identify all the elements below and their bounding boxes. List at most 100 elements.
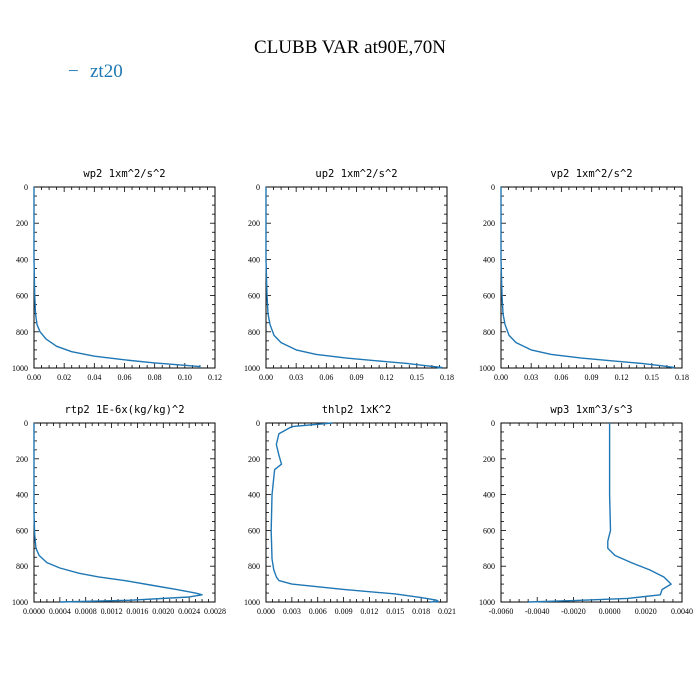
y-tick-label: 800 <box>248 562 260 571</box>
series-line-zt20 <box>270 422 440 603</box>
series-line-zt20 <box>500 187 675 369</box>
subplot-6: wp3 1xm^3/s^3 0 200 400 600 800 1000-0.0060 -0.… <box>479 404 693 616</box>
x-tick-label: 0.000 <box>257 607 275 616</box>
y-tick-label: 0 <box>256 183 260 192</box>
y-tick-label: 600 <box>483 292 495 301</box>
y-tick-label: 0 <box>24 419 28 428</box>
x-tick-label: 0.06 <box>319 373 333 382</box>
y-tick-label: 1000 <box>479 364 495 373</box>
x-tick-label: 0.0040 <box>671 607 693 616</box>
x-tick-label: 0.0000 <box>599 607 621 616</box>
x-tick-label: 0.009 <box>335 607 353 616</box>
x-tick-label: 0.012 <box>360 607 378 616</box>
subplot-title: wp3 1xm^3/s^3 <box>550 404 632 416</box>
y-tick-label: 0 <box>491 183 495 192</box>
y-tick-label: 0 <box>491 419 495 428</box>
x-tick-label: 0.08 <box>148 373 162 382</box>
y-tick-label: 1000 <box>479 598 495 607</box>
x-tick-label: 0.006 <box>309 607 327 616</box>
figure-title: CLUBB VAR at90E,70N <box>254 37 446 58</box>
subplot-title: up2 1xm^2/s^2 <box>315 168 397 180</box>
plot-frame <box>265 186 448 369</box>
y-tick-label: 200 <box>483 455 495 464</box>
subplot-title: thlp2 1xK^2 <box>322 404 392 416</box>
x-tick-label: 0.04 <box>87 373 101 382</box>
x-tick-label: 0.12 <box>208 373 222 382</box>
legend-marker: − <box>68 61 79 82</box>
y-tick-label: 600 <box>248 526 260 535</box>
x-tick-label: 0.0012 <box>101 607 123 616</box>
y-tick-label: 1000 <box>12 364 28 373</box>
x-tick-label: 0.021 <box>438 607 456 616</box>
y-tick-label: 200 <box>483 219 495 228</box>
y-tick-label: 600 <box>483 526 495 535</box>
x-tick-label: 0.10 <box>178 373 192 382</box>
y-tick-label: 400 <box>16 255 28 264</box>
plot-frame <box>265 422 448 603</box>
x-tick-label: 0.0016 <box>126 607 148 616</box>
x-tick-label: 0.18 <box>675 373 689 382</box>
series-line-zt20 <box>33 423 203 603</box>
y-tick-label: 400 <box>483 255 495 264</box>
x-tick-label: 0.00 <box>494 373 508 382</box>
x-tick-label: 0.0028 <box>204 607 226 616</box>
legend: − zt20 <box>68 61 123 82</box>
x-tick-label: 0.15 <box>645 373 659 382</box>
y-tick-label: 800 <box>248 328 260 337</box>
plot-frame <box>33 186 216 369</box>
x-tick-label: 0.09 <box>585 373 599 382</box>
x-tick-label: 0.0000 <box>23 607 45 616</box>
plot-frame <box>500 186 683 369</box>
plot-frame <box>33 422 216 603</box>
x-tick-label: 0.003 <box>283 607 301 616</box>
y-tick-label: 600 <box>16 292 28 301</box>
y-tick-label: 600 <box>16 526 28 535</box>
x-tick-label: -0.0020 <box>561 607 586 616</box>
x-tick-label: 0.0004 <box>49 607 71 616</box>
x-tick-label: 0.0008 <box>75 607 97 616</box>
x-tick-label: 0.0020 <box>635 607 657 616</box>
x-tick-label: 0.0024 <box>178 607 200 616</box>
y-tick-label: 1000 <box>244 598 260 607</box>
x-tick-label: -0.0040 <box>525 607 550 616</box>
x-tick-label: 0.03 <box>289 373 303 382</box>
x-tick-label: 0.15 <box>410 373 424 382</box>
subplot-title: vp2 1xm^2/s^2 <box>550 168 632 180</box>
x-tick-label: -0.0060 <box>489 607 514 616</box>
y-tick-label: 400 <box>248 491 260 500</box>
y-tick-label: 200 <box>248 219 260 228</box>
x-tick-label: 0.09 <box>350 373 364 382</box>
y-tick-label: 800 <box>16 562 28 571</box>
y-tick-label: 800 <box>483 562 495 571</box>
x-tick-label: 0.00 <box>259 373 273 382</box>
subplot-title: rtp2 1E-6x(kg/kg)^2 <box>64 404 184 416</box>
subplot-title: wp2 1xm^2/s^2 <box>83 168 165 180</box>
x-tick-label: 0.018 <box>412 607 430 616</box>
y-tick-label: 0 <box>256 419 260 428</box>
x-tick-label: 0.015 <box>386 607 404 616</box>
y-tick-label: 400 <box>16 491 28 500</box>
x-tick-label: 0.02 <box>57 373 71 382</box>
plot-frame <box>500 422 683 603</box>
y-tick-label: 400 <box>483 491 495 500</box>
x-tick-label: 0.06 <box>554 373 568 382</box>
y-tick-label: 800 <box>16 328 28 337</box>
x-tick-label: 0.00 <box>27 373 41 382</box>
y-tick-label: 200 <box>16 219 28 228</box>
y-tick-label: 1000 <box>244 364 260 373</box>
x-tick-label: 0.12 <box>615 373 629 382</box>
y-tick-label: 800 <box>483 328 495 337</box>
y-tick-label: 0 <box>24 183 28 192</box>
series-line-zt20 <box>33 187 201 368</box>
x-tick-label: 0.0020 <box>152 607 174 616</box>
x-tick-label: 0.12 <box>380 373 394 382</box>
x-tick-label: 0.06 <box>118 373 132 382</box>
subplot-4: rtp2 1E-6x(kg/kg)^2020040060080010000.00… <box>12 404 226 616</box>
y-tick-label: 200 <box>16 455 28 464</box>
series-line-zt20 <box>265 187 443 369</box>
